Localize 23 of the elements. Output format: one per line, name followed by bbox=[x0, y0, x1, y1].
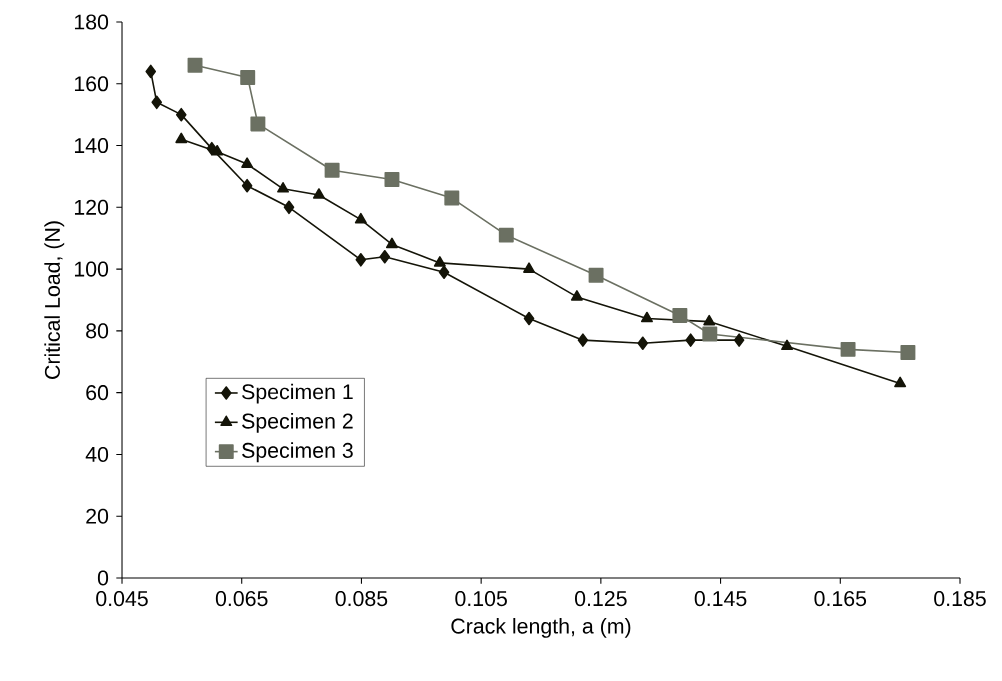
y-tick-label: 160 bbox=[74, 76, 109, 92]
y-axis-title: Critical Load, (N) bbox=[44, 221, 65, 379]
x-tick-label: 0.145 bbox=[694, 591, 747, 607]
y-tick-label: 40 bbox=[85, 446, 109, 462]
x-tick-label: 0.185 bbox=[934, 591, 986, 607]
x-tick-label: 0.045 bbox=[96, 591, 148, 607]
y-tick-label: 20 bbox=[86, 508, 109, 524]
x-tick-label: 0.125 bbox=[575, 591, 627, 607]
y-tick-label: 80 bbox=[86, 323, 109, 339]
y-tick-label: 140 bbox=[74, 138, 109, 154]
x-tick-label: 0.105 bbox=[455, 591, 507, 607]
legend-label: Specimen 1 bbox=[242, 383, 353, 404]
legend-label: Specimen 2 bbox=[242, 412, 353, 433]
y-tick-label: 100 bbox=[74, 261, 109, 277]
y-tick-label: 180 bbox=[74, 14, 109, 30]
y-tick-label: 60 bbox=[86, 385, 109, 401]
x-tick-label: 0.065 bbox=[215, 591, 268, 607]
x-tick-label: 0.165 bbox=[814, 591, 867, 607]
y-tick-label: 120 bbox=[74, 199, 109, 215]
y-tick-label: 0 bbox=[97, 570, 109, 586]
legend-label: Specimen 3 bbox=[242, 442, 353, 463]
x-axis-title: Crack length, a (m) bbox=[451, 617, 631, 638]
x-tick-label: 0.085 bbox=[335, 591, 388, 607]
